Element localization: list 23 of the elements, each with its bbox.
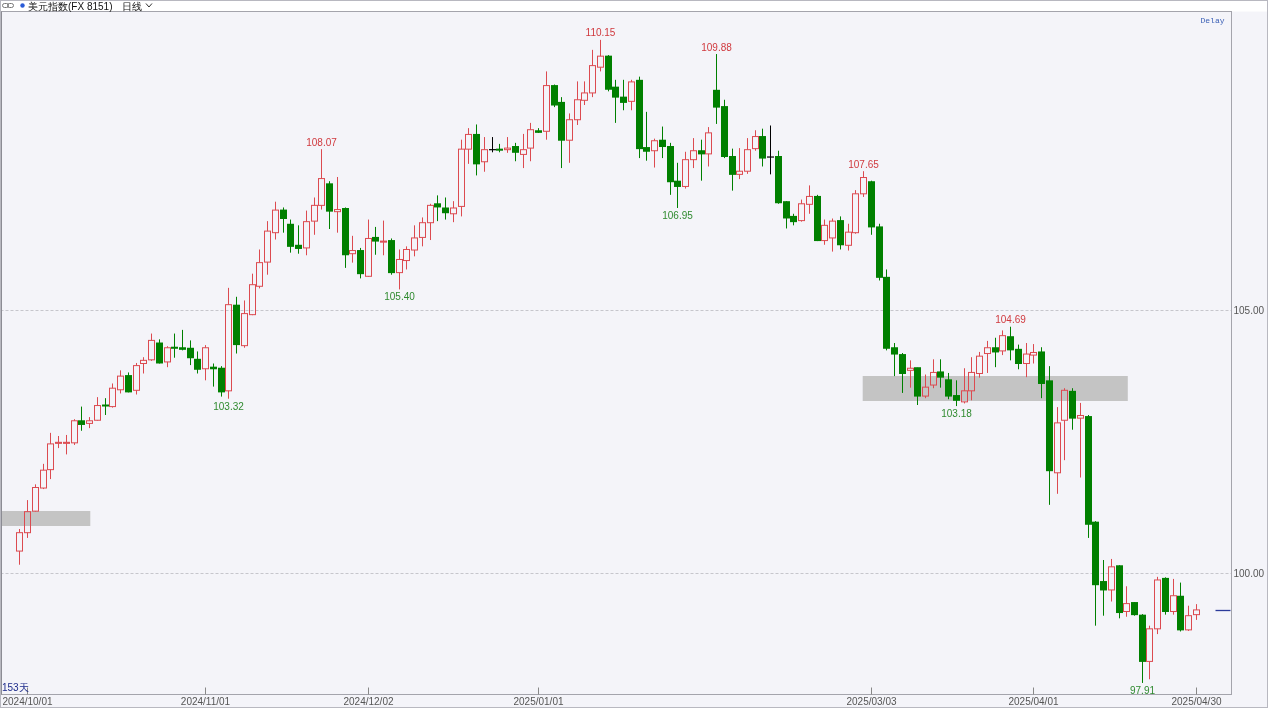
text: 110.15 [585, 27, 616, 39]
x-tick-label: 2024/12/02 [343, 695, 394, 707]
text: 97.91 [1129, 684, 1156, 696]
text: 104.69 [995, 314, 1026, 326]
text: 103.18 [941, 408, 972, 420]
text: 109.88 [701, 41, 732, 53]
text: 105.40 [384, 291, 415, 303]
text: 106.95 [662, 209, 693, 221]
x-tick-label: 2025/04/30 [1171, 695, 1222, 707]
chart-subtitle: 日线 [122, 0, 143, 12]
annotation: 153天 [2, 682, 29, 693]
x-tick-label: 2024/10/01 [2, 695, 53, 707]
x-tick-label: 2025/03/03 [846, 695, 897, 707]
chart-title: 美元指数(FX 8151) [28, 0, 113, 12]
text: 108.07 [306, 136, 337, 148]
x-tick-label: 2024/11/01 [180, 695, 231, 707]
text: 107.65 [848, 158, 879, 170]
text: 103.32 [213, 400, 244, 412]
x-tick-label: 2025/04/01 [1008, 695, 1059, 707]
y-tick-label: 105.00 [1233, 305, 1265, 316]
y-tick-label: 100.00 [1233, 568, 1265, 579]
x-tick-label: 2025/01/01 [513, 695, 564, 707]
text: Delay [1200, 16, 1225, 25]
